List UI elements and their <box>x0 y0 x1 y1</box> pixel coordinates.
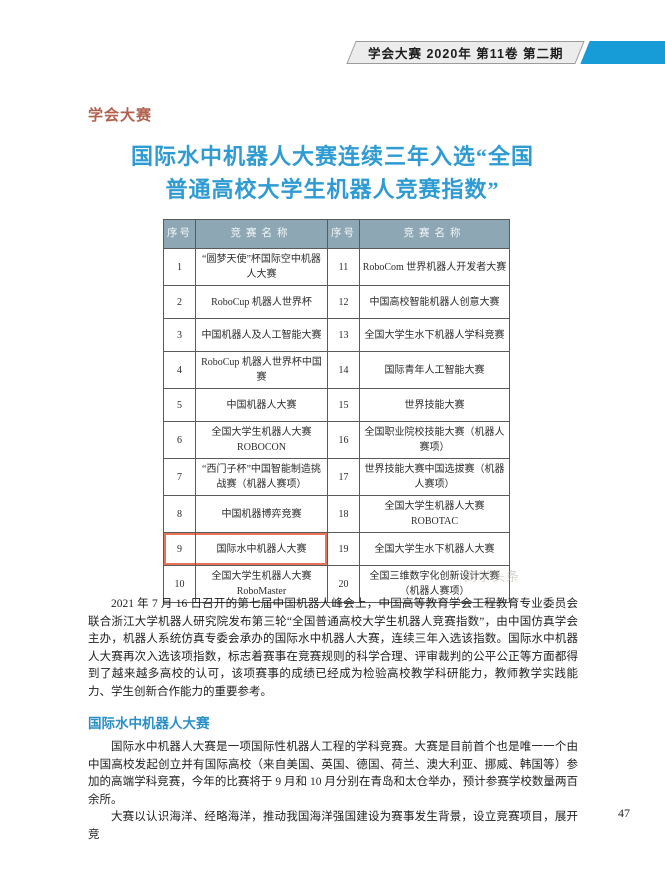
issue-banner-label: 学会大赛 2020年 第11卷 第二期 <box>345 41 585 64</box>
subheading-competition: 国际水中机器人大赛 <box>88 716 210 731</box>
rank-cell: 3 <box>163 318 196 352</box>
table-row: 9 国际水中机器人大赛 19 全国大学生水下机器人大赛 <box>163 532 510 566</box>
rank-cell: 7 <box>163 458 196 496</box>
paragraph-competition-intro: 国际水中机器人大赛是一项国际性机器人工程的学科竞赛。大赛是目前首个也是唯一一个由… <box>88 741 578 806</box>
rank-cell: 12 <box>327 285 360 319</box>
paragraph-competition-background: 大赛以认识海洋、经略海洋，推动我国海洋强国建设为赛事发生背景，设立竞赛项目，展开… <box>88 811 578 841</box>
competition-table-wrap: 序号 竞赛名称 序号 竞赛名称 1 “圆梦天使”杯国际空中机器 人大赛 11 Robo… <box>163 219 510 603</box>
issue-banner: 学会大赛 2020年 第11卷 第二期 <box>345 41 665 64</box>
rank-cell: 13 <box>327 318 360 352</box>
rank-cell: 6 <box>163 421 196 459</box>
rank-cell: 19 <box>327 532 360 566</box>
rank-cell: 11 <box>327 248 360 286</box>
rank-cell: 1 <box>163 248 196 286</box>
header-name-left: 竞赛名称 <box>195 219 328 249</box>
paragraph-index-news: 2021 年 7 月 16 日召开的第七届中国机器人峰会上，中国高等教育学会工程… <box>88 598 578 698</box>
competition-name-cell: RoboCup 机器人世界杯 <box>195 285 328 319</box>
competition-name-cell: 中国机器博弈竞赛 <box>195 495 328 533</box>
competition-name-cell: 全国大学生机器人大赛 ROBOTAC <box>359 495 510 533</box>
rank-cell: 5 <box>163 388 196 422</box>
rank-cell: 10 <box>163 565 196 603</box>
competition-name-cell: 中国高校智能机器人创意大赛 <box>359 285 510 319</box>
competition-name-cell: 全国大学生机器人大赛 ROBOCON <box>195 421 328 459</box>
rank-cell: 15 <box>327 388 360 422</box>
table-body: 1 “圆梦天使”杯国际空中机器 人大赛 11 RoboCom 世界机器人开发者大赛 2 R… <box>163 248 510 603</box>
table-row: 1 “圆梦天使”杯国际空中机器 人大赛 11 RoboCom 世界机器人开发者大赛 <box>163 248 510 286</box>
table-row: 8 中国机器博弈竞赛 18 全国大学生机器人大赛 ROBOTAC <box>163 495 510 533</box>
article-title: 国际水中机器人大赛连续三年入选“全国 普通高校大学生机器人竞赛指数” <box>40 140 625 206</box>
competition-name-cell: “圆梦天使”杯国际空中机器 人大赛 <box>195 248 328 286</box>
competition-index-table: 序号 竞赛名称 序号 竞赛名称 1 “圆梦天使”杯国际空中机器 人大赛 11 Robo… <box>163 219 510 603</box>
competition-name-cell: 中国机器人大赛 <box>195 388 328 422</box>
rank-cell: 18 <box>327 495 360 533</box>
rank-cell: 9 <box>163 532 196 566</box>
rank-cell: 14 <box>327 351 360 389</box>
competition-name-cell: 全国大学生水下机器人学科竞赛 <box>359 318 510 352</box>
issue-info-text: 学会大赛 2020年 第11卷 第二期 <box>367 47 563 61</box>
watermark-text: 简学头条 <box>464 569 521 584</box>
table-row: 7 “西门子杯”中国智能制造挑 战赛（机器人赛项） 17 世界技能大赛中国选拔赛（机器… <box>163 458 510 496</box>
competition-name-cell: RoboCom 世界机器人开发者大赛 <box>359 248 510 286</box>
competition-name-cell: 世界技能大赛中国选拔赛（机器 人赛项） <box>359 458 510 496</box>
competition-name-cell: 全国职业院校技能大赛（机器人 赛项） <box>359 421 510 459</box>
header-name-right: 竞赛名称 <box>359 219 510 249</box>
table-row: 3 中国机器人及人工智能大赛 13 全国大学生水下机器人学科竞赛 <box>163 318 510 352</box>
competition-name-cell: 世界技能大赛 <box>359 388 510 422</box>
rank-cell: 17 <box>327 458 360 496</box>
table-row: 10 全国大学生机器人大赛 RoboMaster 20 全国三维数字化创新设计大赛 （… <box>163 565 510 603</box>
table-header-row: 序号 竞赛名称 序号 竞赛名称 <box>163 219 510 249</box>
header-rank-left: 序号 <box>163 219 196 249</box>
competition-name-cell: 国际青年人工智能大赛 <box>359 351 510 389</box>
banner-blue-strip <box>580 41 665 64</box>
section-label: 学会大赛 <box>88 107 153 124</box>
article-title-line2: 普通高校大学生机器人竞赛指数” <box>165 177 500 202</box>
competition-name-cell: “西门子杯”中国智能制造挑 战赛（机器人赛项） <box>195 458 328 496</box>
competition-name-cell: 国际水中机器人大赛 <box>195 532 328 566</box>
rank-cell: 8 <box>163 495 196 533</box>
rank-cell: 4 <box>163 351 196 389</box>
table-row: 5 中国机器人大赛 15 世界技能大赛 <box>163 388 510 422</box>
table-row: 2 RoboCup 机器人世界杯 12 中国高校智能机器人创意大赛 <box>163 285 510 319</box>
table-row: 6 全国大学生机器人大赛 ROBOCON 16 全国职业院校技能大赛（机器人 赛项） <box>163 421 510 459</box>
rank-cell: 16 <box>327 421 360 459</box>
article-body: 2021 年 7 月 16 日召开的第七届中国机器人峰会上，中国高等教育学会工程… <box>88 596 578 844</box>
competition-name-cell: 全国三维数字化创新设计大赛 （机器人赛项） <box>359 565 510 603</box>
header-rank-right: 序号 <box>327 219 360 249</box>
competition-name-cell: 全国大学生水下机器人大赛 <box>359 532 510 566</box>
page-number: 47 <box>618 806 630 820</box>
table-row: 4 RoboCup 机器人世界杯中国赛 14 国际青年人工智能大赛 <box>163 351 510 389</box>
rank-cell: 2 <box>163 285 196 319</box>
competition-name-cell: 中国机器人及人工智能大赛 <box>195 318 328 352</box>
article-title-line1: 国际水中机器人大赛连续三年入选“全国 <box>130 144 534 169</box>
competition-name-cell: RoboCup 机器人世界杯中国赛 <box>195 351 328 389</box>
